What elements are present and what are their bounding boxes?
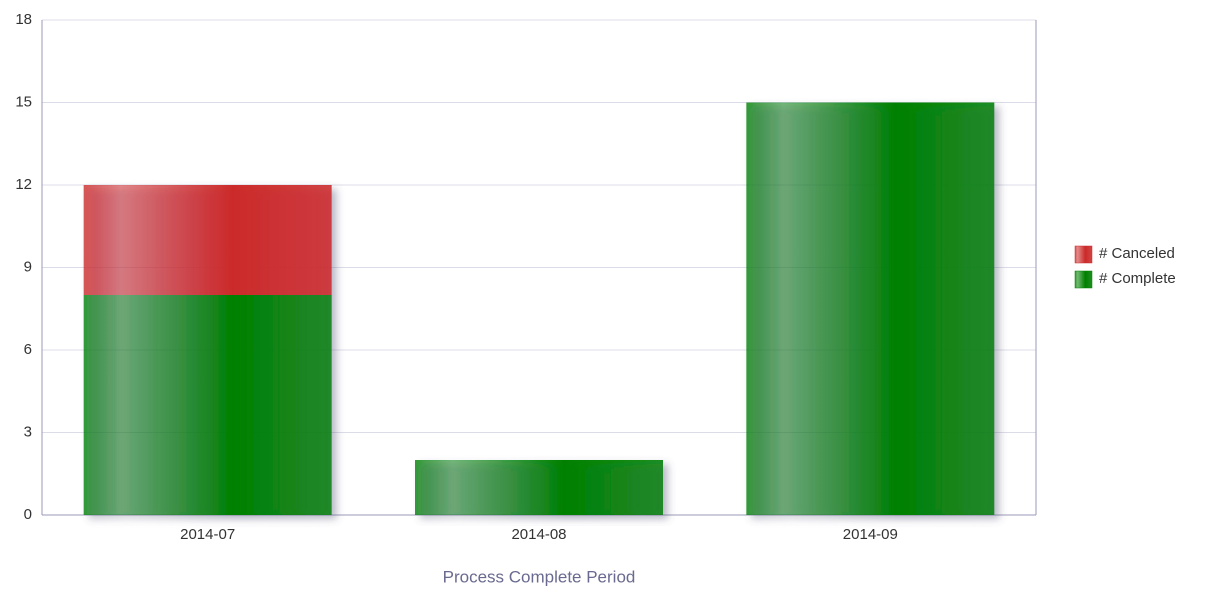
legend-swatch — [1074, 245, 1093, 264]
x-tick-label: 2014-07 — [180, 526, 235, 543]
legend-label: # Canceled — [1099, 245, 1175, 262]
bar-segment — [83, 185, 332, 295]
bar-segment — [83, 295, 332, 515]
x-tick-label: 2014-09 — [843, 526, 898, 543]
y-tick-label: 3 — [24, 423, 32, 440]
y-tick-label: 6 — [24, 341, 32, 358]
bar-segment — [746, 102, 995, 515]
x-tick-label: 2014-08 — [511, 526, 566, 543]
bar-stack — [415, 460, 663, 515]
bar-stack — [83, 185, 332, 515]
y-tick-label: 9 — [24, 258, 32, 275]
x-axis-title: Process Complete Period — [443, 567, 636, 586]
y-tick-label: 18 — [15, 11, 32, 28]
y-tick-label: 12 — [15, 176, 32, 193]
legend-label: # Complete — [1099, 270, 1176, 287]
y-tick-label: 0 — [24, 506, 32, 523]
bar-segment — [415, 460, 663, 515]
legend-swatch — [1074, 270, 1093, 289]
y-tick-label: 15 — [15, 93, 32, 110]
bar-stack — [746, 102, 995, 515]
